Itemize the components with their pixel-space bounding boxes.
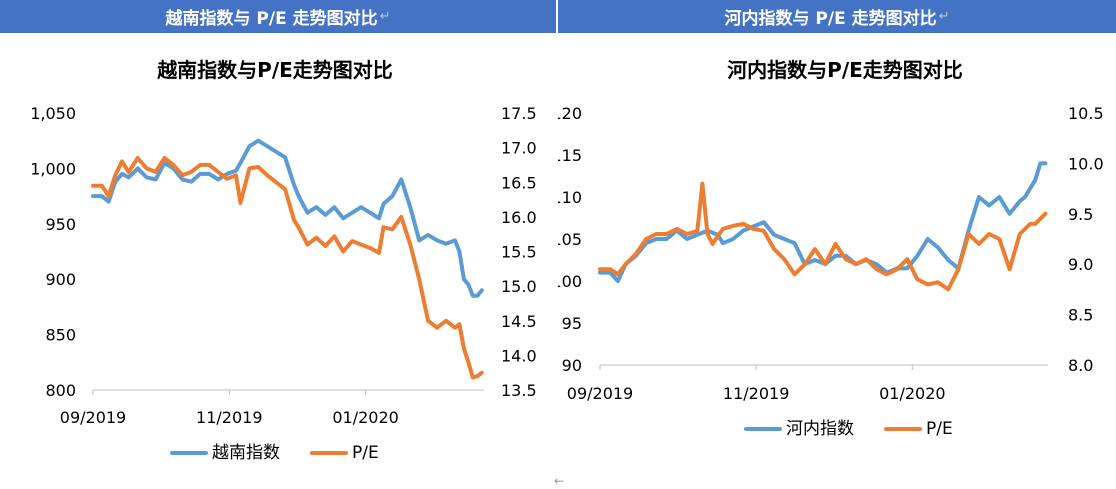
y-right-tick-label: 16.0	[501, 208, 537, 227]
y-left-tick-label: 115	[558, 146, 582, 165]
y-right-tick-label: 16.5	[501, 173, 537, 192]
chart-title: 越南指数与P/E走势图对比	[156, 58, 393, 82]
y-left-tick-label: 800	[45, 381, 76, 400]
y-right-tick-label: 8.5	[1068, 306, 1093, 325]
y-left-tick-label: 90	[562, 356, 582, 375]
y-left-tick-label: 1,000	[30, 159, 76, 178]
y-right-tick-label: 17.5	[501, 104, 537, 123]
legend-label: 河内指数	[786, 419, 854, 439]
x-tick-label: 01/2020	[332, 408, 398, 427]
x-tick-label: 09/2019	[567, 384, 633, 403]
y-right-tick-label: 14.0	[501, 346, 537, 365]
left-header-title: 越南指数与 P/E 走势图对比	[165, 9, 378, 29]
return-mark-icon: ↵	[938, 9, 950, 24]
return-mark-icon: ↵	[379, 9, 391, 24]
right-header-title: 河内指数与 P/E 走势图对比	[724, 9, 937, 29]
series-line-pe	[598, 181, 1048, 292]
y-right-tick-label: 9.5	[1068, 205, 1093, 224]
y-right-tick-label: 13.5	[501, 381, 537, 400]
vn-index-pe-chart: 越南指数与P/E走势图对比 1,050 1,000 950 900 850 800 17.5 1…	[30, 58, 537, 463]
legend-label: P/E	[926, 419, 953, 439]
series-line-index	[598, 161, 1048, 283]
y-right-tick-label: 17.0	[501, 139, 537, 158]
y-left-tick-label: 900	[45, 270, 76, 289]
y-left-tick-label: 100	[558, 272, 582, 291]
y-right-tick-label: 10.0	[1068, 154, 1104, 173]
x-tick-label: 11/2019	[723, 384, 789, 403]
y-left-tick-label: 105	[558, 230, 582, 249]
y-right-tick-label: 9.0	[1068, 255, 1093, 274]
y-left-tick-label: 120	[558, 104, 582, 123]
y-left-tick-label: 110	[558, 188, 582, 207]
x-tick-label: 01/2020	[879, 384, 945, 403]
arrow-left-icon: ←	[554, 474, 565, 488]
legend-label: 越南指数	[212, 443, 280, 463]
x-tick-label: 09/2019	[60, 408, 126, 427]
legend-label: P/E	[352, 443, 379, 463]
right-header-bar: 河内指数与 P/E 走势图对比 ↵	[558, 0, 1116, 33]
y-left-tick-label: 950	[45, 215, 76, 234]
y-right-tick-label: 10.5	[1068, 104, 1104, 123]
y-left-tick-label: 1,050	[30, 104, 76, 123]
y-right-tick-label: 15.0	[501, 277, 537, 296]
left-header-bar: 越南指数与 P/E 走势图对比 ↵	[0, 0, 556, 33]
y-right-tick-label: 15.5	[501, 243, 537, 262]
x-tick-label: 11/2019	[196, 408, 262, 427]
series-line-pe	[91, 156, 484, 380]
y-right-tick-label: 14.5	[501, 312, 537, 331]
series-line-index	[91, 138, 484, 298]
chart-title: 河内指数与P/E走势图对比	[727, 58, 963, 82]
hnx-index-pe-chart: 河内指数与P/E走势图对比 120 115 110 105 100 95 90 10.5 10.0…	[558, 58, 1104, 439]
y-left-tick-label: 95	[562, 314, 582, 333]
y-left-tick-label: 850	[45, 326, 76, 345]
y-right-tick-label: 8.0	[1068, 356, 1093, 375]
